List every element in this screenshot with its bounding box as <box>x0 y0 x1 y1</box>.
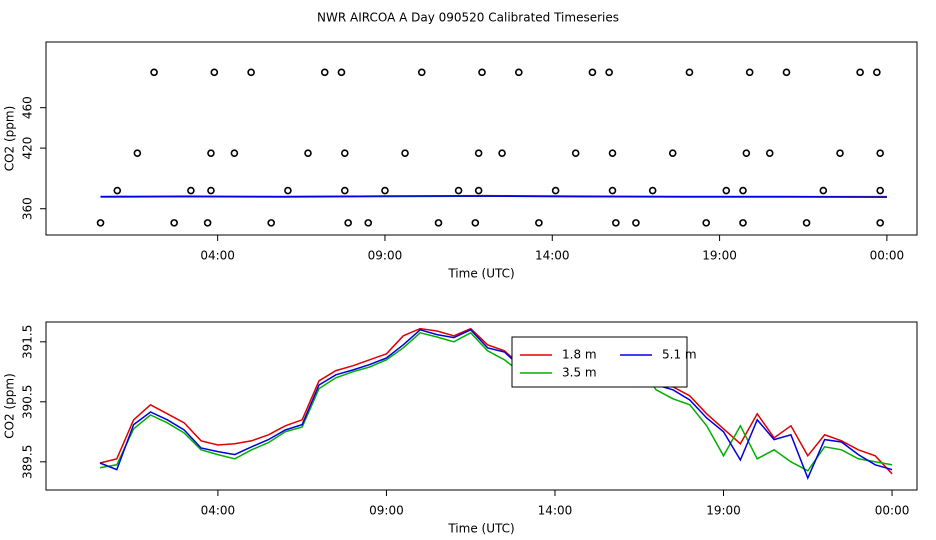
x-tick-label: 09:00 <box>368 249 403 263</box>
data-point <box>96 219 105 227</box>
data-point <box>782 68 791 77</box>
data-point <box>765 149 774 157</box>
data-point <box>856 68 864 77</box>
data-point <box>170 219 178 227</box>
data-point <box>401 149 409 157</box>
data-point <box>648 186 657 195</box>
y-tick-label: 420 <box>21 137 35 160</box>
data-point <box>612 219 620 227</box>
y-tick-label: 390.5 <box>21 385 35 419</box>
data-point <box>588 68 597 77</box>
data-point <box>876 186 884 195</box>
data-point <box>551 186 560 195</box>
data-point <box>802 219 811 227</box>
data-point <box>344 219 352 227</box>
data-point <box>873 68 881 77</box>
data-point <box>608 149 617 157</box>
data-point <box>498 149 506 157</box>
legend-label: 5.1 m <box>662 348 697 362</box>
data-point <box>187 186 195 195</box>
y-tick-label: 391.5 <box>21 325 35 359</box>
x-tick-label: 00:00 <box>875 504 910 518</box>
data-point <box>434 219 443 227</box>
series-line <box>99 331 893 472</box>
data-point <box>381 186 389 195</box>
data-point <box>320 68 329 77</box>
series-line <box>99 328 893 480</box>
data-point <box>150 68 158 77</box>
data-point <box>247 68 255 77</box>
data-point <box>819 186 828 195</box>
data-point <box>605 68 613 77</box>
data-point <box>632 219 640 227</box>
data-point <box>742 149 751 157</box>
y-tick-label: 360 <box>21 197 35 220</box>
plot-frame <box>45 321 918 491</box>
data-point <box>474 186 483 195</box>
data-point <box>471 219 480 227</box>
data-point <box>210 68 219 77</box>
data-point <box>341 186 349 195</box>
data-point <box>515 68 523 77</box>
data-point <box>284 186 292 195</box>
data-point <box>364 219 373 227</box>
legend-label: 1.8 m <box>562 348 597 362</box>
data-point <box>230 149 239 157</box>
series-line <box>99 327 893 475</box>
x-tick-label: 00:00 <box>870 249 905 263</box>
data-point <box>685 68 694 77</box>
x-tick-label: 14:00 <box>535 249 570 263</box>
plot-frame <box>45 41 918 236</box>
data-point <box>739 219 747 227</box>
data-point <box>267 219 275 227</box>
x-tick-label: 19:00 <box>706 504 741 518</box>
x-tick-label: 09:00 <box>369 504 404 518</box>
x-axis-title: Time (UTC) <box>447 522 514 536</box>
x-tick-label: 19:00 <box>702 249 737 263</box>
data-point <box>454 186 463 195</box>
data-point <box>745 68 754 77</box>
data-point <box>478 68 486 77</box>
series-line <box>100 195 887 198</box>
data-point <box>133 149 142 157</box>
data-point <box>876 149 884 157</box>
data-point <box>341 149 349 157</box>
legend-label: 3.5 m <box>562 366 597 380</box>
y-axis-title: CO2 (ppm) <box>3 106 17 172</box>
data-point <box>668 149 677 157</box>
x-tick-label: 04:00 <box>200 249 235 263</box>
data-point <box>337 68 346 77</box>
data-point <box>836 149 844 157</box>
data-point <box>207 186 215 195</box>
data-point <box>535 219 543 227</box>
data-point <box>739 186 747 195</box>
data-point <box>304 149 312 157</box>
data-point <box>207 149 215 157</box>
legend-box <box>511 336 688 388</box>
x-tick-label: 04:00 <box>201 504 236 518</box>
data-point <box>113 186 122 195</box>
y-axis-title: CO2 (ppm) <box>3 373 17 439</box>
y-tick-label: 389.5 <box>21 445 35 479</box>
y-tick-label: 460 <box>21 96 35 119</box>
data-point <box>876 219 884 227</box>
data-point <box>474 149 483 157</box>
x-tick-label: 14:00 <box>538 504 573 518</box>
chart-title: NWR AIRCOA A Day 090520 Calibrated Times… <box>317 11 619 25</box>
data-point <box>722 186 731 195</box>
data-point <box>203 219 212 227</box>
data-point <box>702 219 710 227</box>
data-point <box>571 149 580 157</box>
data-point <box>417 68 426 77</box>
data-point <box>608 186 617 195</box>
x-axis-title: Time (UTC) <box>447 267 514 281</box>
